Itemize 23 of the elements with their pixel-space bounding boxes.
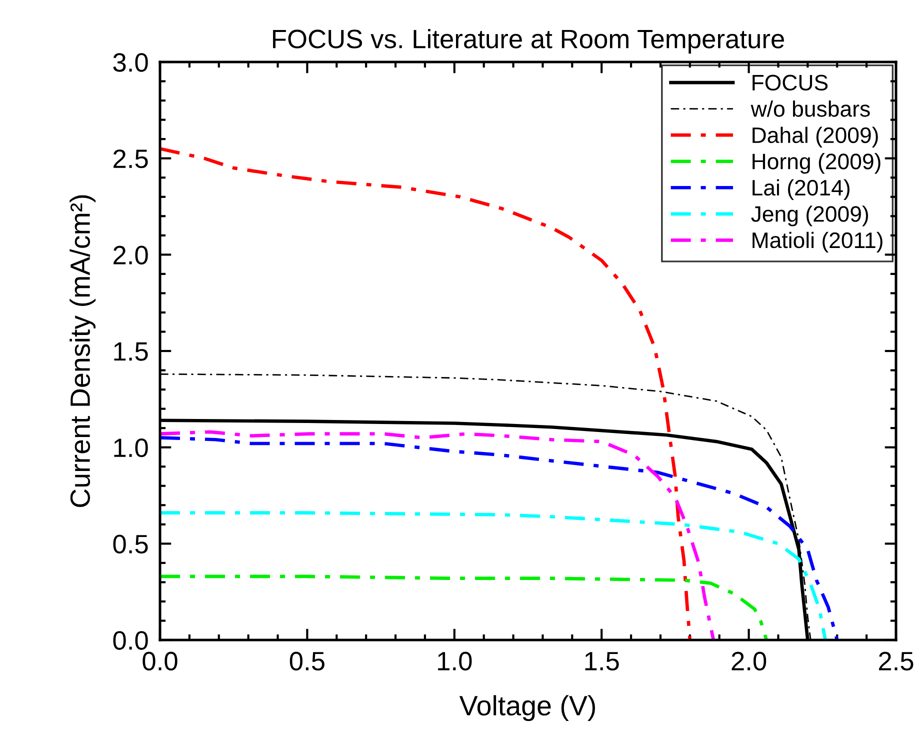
x-tick-label: 2.0 xyxy=(732,652,766,670)
x-tick-label: 1.0 xyxy=(438,652,472,670)
legend-label: Dahal (2009) xyxy=(752,126,878,148)
legend-label: Horng (2009) xyxy=(752,153,880,174)
chart-title: FOCUS vs. Literature at Room Temperature xyxy=(273,28,784,54)
y-axis-title: Current Density (mA/cm²) xyxy=(70,195,96,508)
x-tick-label: 2.5 xyxy=(878,652,914,670)
legend-label: FOCUS xyxy=(752,74,828,91)
x-tick-label: 0.0 xyxy=(142,652,178,670)
y-tick-label: 2.0 xyxy=(114,246,148,264)
legend-label: Matioli (2011) xyxy=(752,232,882,253)
y-tick-label: 3.0 xyxy=(113,53,148,72)
y-tick-label: 1.5 xyxy=(114,342,148,361)
legend-label: w/o busbars xyxy=(750,100,870,117)
legend-label: Jeng (2009) xyxy=(751,206,868,226)
legend-label: Lai (2014) xyxy=(752,179,850,200)
y-tick-label: 2.5 xyxy=(114,149,148,168)
x-axis-title: Voltage (V) xyxy=(459,695,595,722)
y-tick-label: 0.0 xyxy=(113,631,148,650)
y-tick-label: 1.0 xyxy=(114,438,148,458)
y-tick-label: 0.5 xyxy=(113,534,148,554)
x-tick-label: 0.5 xyxy=(290,652,324,670)
x-tick-label: 1.5 xyxy=(585,652,619,670)
